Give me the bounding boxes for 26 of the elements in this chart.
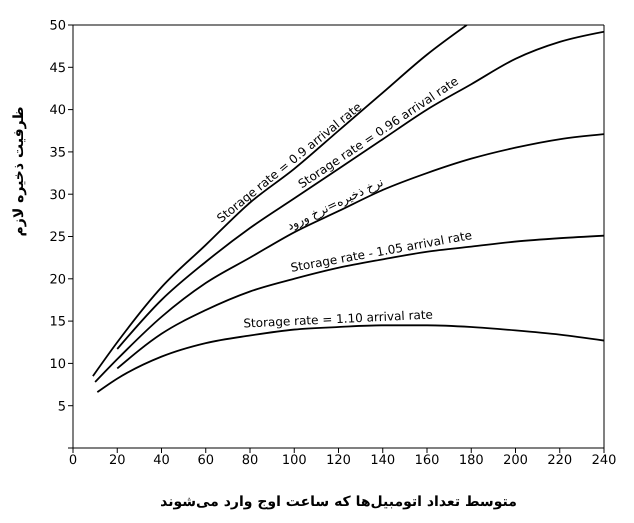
y-tick-label: 50 — [49, 18, 66, 34]
x-tick-label: 240 — [592, 453, 616, 468]
x-tick-label: 120 — [326, 453, 351, 468]
x-tick-label: 100 — [282, 453, 307, 468]
y-tick-label: 35 — [49, 146, 66, 161]
x-tick-label: 200 — [503, 453, 528, 468]
x-tick-label: 60 — [197, 453, 214, 468]
x-axis-title: متوسط تعداد اتومبیل‌ها که ساعت اوج وارد می‌شوند — [160, 494, 517, 510]
y-tick-label: 40 — [49, 103, 66, 118]
x-tick-label: 80 — [242, 453, 258, 468]
x-tick-label: 20 — [108, 453, 126, 468]
x-tick-label: 140 — [370, 453, 396, 468]
x-tick-label: 0 — [68, 453, 78, 468]
y-tick-label: 20 — [49, 272, 66, 288]
y-axis-title: ظرفیت ذخیره لازم — [10, 106, 27, 236]
x-tick-label: 160 — [414, 453, 440, 468]
y-tick-label: 10 — [49, 357, 66, 372]
y-tick-label: 30 — [49, 188, 66, 203]
x-tick-label: 40 — [153, 453, 170, 468]
y-tick-label: 15 — [49, 314, 66, 330]
x-tick-label: 180 — [458, 453, 484, 468]
y-tick-label: 25 — [49, 230, 66, 246]
x-tick-label: 220 — [547, 453, 572, 468]
y-tick-label: 45 — [49, 60, 66, 76]
y-tick-label: 5 — [58, 399, 66, 414]
series-label: Storage rate = 1.10 arrival rate — [243, 308, 434, 331]
